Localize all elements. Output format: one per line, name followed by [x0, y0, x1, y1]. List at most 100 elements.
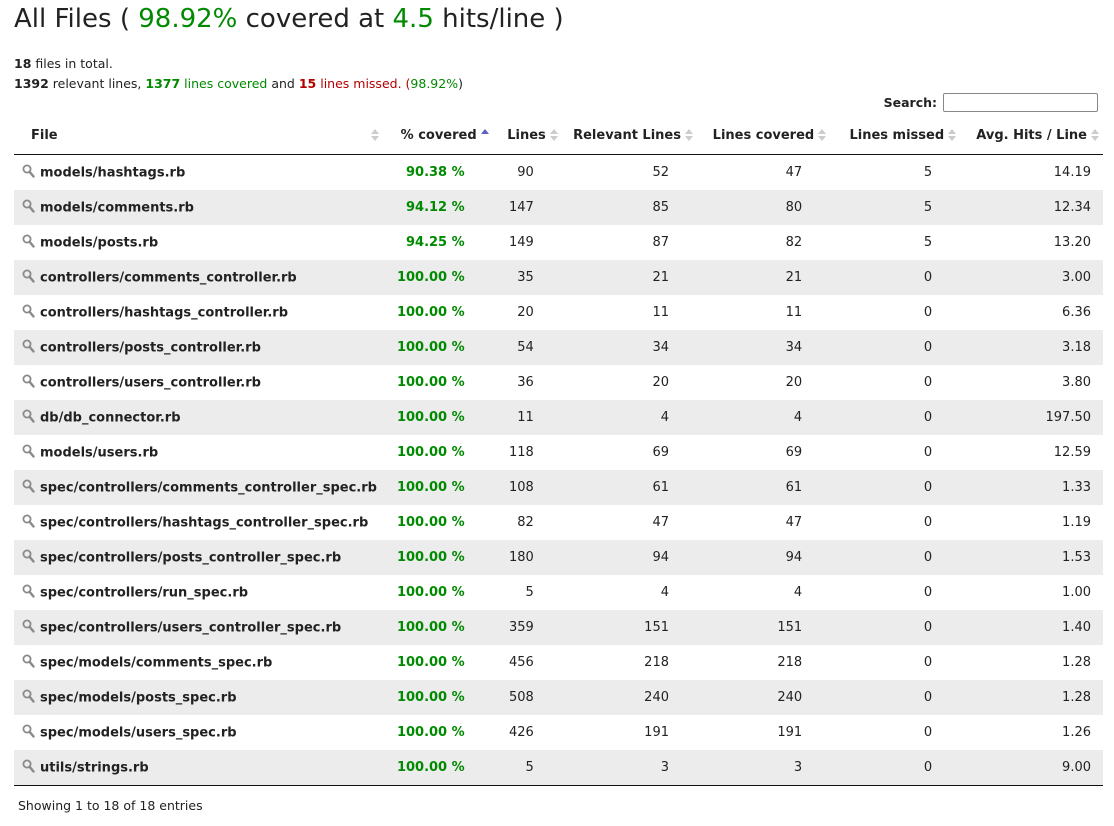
relevant-lines-cell: 61	[561, 470, 697, 505]
column-header-avg-hits[interactable]: Avg. Hits / Line	[960, 116, 1103, 155]
lines-summary-line: 1392 relevant lines, 1377 lines covered …	[14, 76, 463, 91]
file-cell[interactable]: spec/controllers/users_controller_spec.r…	[14, 610, 383, 645]
lines-missed-cell: 0	[830, 750, 961, 786]
file-cell[interactable]: spec/models/comments_spec.rb	[14, 645, 383, 680]
file-link[interactable]: spec/controllers/users_controller_spec.r…	[40, 620, 342, 635]
magnifier-icon[interactable]	[22, 269, 35, 287]
column-header-lines-covered[interactable]: Lines covered	[697, 116, 831, 155]
relevant-lines-cell: 11	[652, 305, 669, 320]
avg-hits-cell: 12.34	[960, 190, 1103, 225]
file-cell[interactable]: controllers/comments_controller.rb	[14, 260, 383, 295]
file-cell[interactable]: models/posts.rb	[14, 225, 383, 260]
lines-cell: 54	[492, 330, 562, 365]
column-header-lines[interactable]: Lines	[492, 116, 562, 155]
magnifier-icon[interactable]	[22, 339, 35, 357]
file-link[interactable]: spec/models/comments_spec.rb	[40, 655, 273, 670]
file-link[interactable]: models/hashtags.rb	[40, 165, 186, 180]
magnifier-icon[interactable]	[22, 374, 35, 392]
file-link[interactable]: spec/models/posts_spec.rb	[40, 690, 237, 705]
file-link[interactable]: controllers/hashtags_controller.rb	[40, 305, 289, 320]
magnifier-icon[interactable]	[22, 619, 35, 637]
table-row: spec/controllers/hashtags_controller_spe…	[14, 505, 1103, 540]
magnifier-icon[interactable]	[22, 584, 35, 602]
table-row: models/hashtags.rb 90.38 % 90 52 47 5 14.19	[14, 155, 1103, 191]
file-cell[interactable]: spec/controllers/hashtags_controller_spe…	[14, 505, 383, 540]
relevant-lines-cell: 151	[561, 610, 697, 645]
relevant-lines-cell: 69	[652, 445, 669, 460]
file-link[interactable]: utils/strings.rb	[40, 760, 149, 775]
magnifier-icon[interactable]	[22, 549, 35, 567]
file-cell[interactable]: spec/models/users_spec.rb	[14, 715, 383, 750]
file-cell[interactable]: models/users.rb	[14, 435, 383, 470]
lines-covered-cell: 218	[777, 655, 803, 670]
table-row: spec/controllers/posts_controller_spec.r…	[14, 540, 1103, 575]
file-link[interactable]: models/comments.rb	[40, 200, 194, 215]
avg-hits-cell: 14.19	[1053, 165, 1091, 180]
file-link[interactable]: db/db_connector.rb	[40, 410, 181, 425]
table-row: models/users.rb 100.00 % 118 69 69 0 12.59	[14, 435, 1103, 470]
column-header-file[interactable]: File	[14, 116, 383, 155]
avg-hits-cell: 1.28	[960, 680, 1103, 715]
file-link[interactable]: models/posts.rb	[40, 235, 159, 250]
magnifier-icon[interactable]	[22, 444, 35, 462]
lines-covered-cell: 82	[785, 235, 803, 250]
file-cell[interactable]: utils/strings.rb	[14, 750, 383, 786]
lines-missed-cell: 0	[923, 515, 933, 530]
lines-cell: 508	[492, 680, 562, 715]
file-link[interactable]: spec/controllers/comments_controller_spe…	[40, 480, 377, 495]
file-cell[interactable]: controllers/users_controller.rb	[14, 365, 383, 400]
magnifier-icon[interactable]	[22, 409, 35, 427]
lines-covered-cell: 47	[785, 515, 803, 530]
avg-hits-cell: 3.80	[1062, 375, 1091, 390]
percent-covered-cell: 100.00 %	[382, 400, 493, 435]
search-input[interactable]	[943, 93, 1098, 112]
magnifier-icon[interactable]	[22, 724, 35, 742]
file-link[interactable]: controllers/users_controller.rb	[40, 375, 261, 390]
column-header-lines-missed[interactable]: Lines missed	[830, 116, 961, 155]
magnifier-icon[interactable]	[22, 654, 35, 672]
relevant-lines-cell: 3	[561, 750, 697, 786]
file-cell[interactable]: spec/controllers/run_spec.rb	[14, 575, 383, 610]
magnifier-icon[interactable]	[22, 199, 35, 217]
file-cell[interactable]: controllers/posts_controller.rb	[14, 330, 383, 365]
file-link[interactable]: spec/controllers/hashtags_controller_spe…	[40, 515, 369, 530]
lines-cell: 426	[508, 725, 534, 740]
files-total-line: 18 files in total.	[14, 56, 113, 71]
lines-cell: 108	[492, 470, 562, 505]
search-label: Search:	[883, 95, 937, 110]
lines-covered-cell: 11	[785, 305, 803, 320]
column-header-relevant-lines[interactable]: Relevant Lines	[561, 116, 697, 155]
magnifier-icon[interactable]	[22, 514, 35, 532]
table-row: db/db_connector.rb 100.00 % 11 4 4 0 197.50	[14, 400, 1103, 435]
file-link[interactable]: models/users.rb	[40, 445, 159, 460]
lines-missed-cell: 5	[923, 165, 933, 180]
relevant-lines-cell: 47	[652, 515, 669, 530]
magnifier-icon[interactable]	[22, 689, 35, 707]
avg-hits-cell: 1.53	[960, 540, 1103, 575]
sort-icon	[948, 129, 957, 141]
file-link[interactable]: spec/models/users_spec.rb	[40, 725, 237, 740]
magnifier-icon[interactable]	[22, 234, 35, 252]
file-link[interactable]: spec/controllers/posts_controller_spec.r…	[40, 550, 342, 565]
magnifier-icon[interactable]	[22, 479, 35, 497]
lines-missed-cell: 0	[830, 400, 961, 435]
file-cell[interactable]: models/hashtags.rb	[14, 155, 383, 191]
avg-hits-cell: 13.20	[1053, 235, 1091, 250]
magnifier-icon[interactable]	[22, 304, 35, 322]
magnifier-icon[interactable]	[22, 759, 35, 777]
column-header-percent-covered[interactable]: % covered	[382, 116, 493, 155]
file-cell[interactable]: spec/models/posts_spec.rb	[14, 680, 383, 715]
file-link[interactable]: controllers/posts_controller.rb	[40, 340, 261, 355]
file-cell[interactable]: spec/controllers/posts_controller_spec.r…	[14, 540, 383, 575]
lines-cell: 5	[492, 750, 562, 786]
file-link[interactable]: controllers/comments_controller.rb	[40, 270, 297, 285]
file-link[interactable]: spec/controllers/run_spec.rb	[40, 585, 249, 600]
relevant-lines-cell: 21	[561, 260, 697, 295]
file-cell[interactable]: spec/controllers/comments_controller_spe…	[14, 470, 383, 505]
file-cell[interactable]: db/db_connector.rb	[14, 400, 383, 435]
avg-hits-cell: 1.28	[1062, 655, 1091, 670]
file-cell[interactable]: controllers/hashtags_controller.rb	[14, 295, 383, 330]
lines-covered-cell: 34	[697, 330, 831, 365]
magnifier-icon[interactable]	[22, 164, 35, 182]
file-cell[interactable]: models/comments.rb	[14, 190, 383, 225]
